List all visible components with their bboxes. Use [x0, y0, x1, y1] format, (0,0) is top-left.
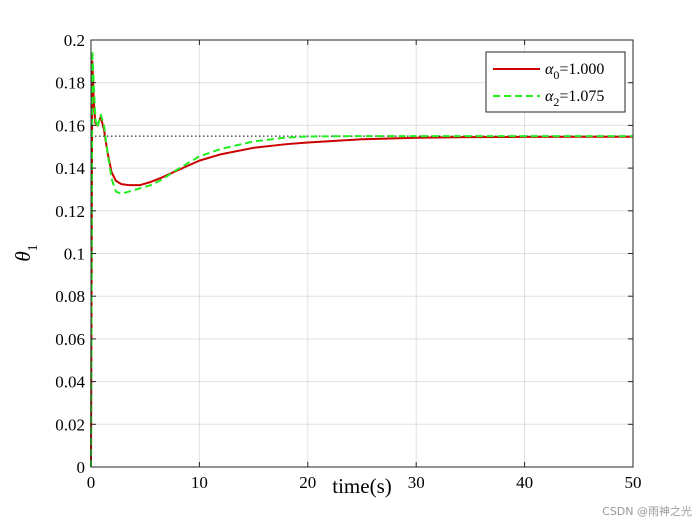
y-tick-label: 0.04 [55, 373, 85, 392]
legend-series-1-subscript: 2 [553, 95, 559, 109]
x-tick-label: 40 [516, 473, 533, 492]
y-axis-label-subscript: 1 [26, 244, 41, 251]
y-tick-label: 0.16 [55, 116, 85, 135]
legend: α0=1.000 α2=1.075 [485, 51, 626, 113]
y-tick-label: 0.02 [55, 415, 85, 434]
x-axis-label: time(s) [332, 474, 391, 498]
watermark: CSDN @雨神之光 [602, 505, 692, 518]
x-tick-label: 20 [299, 473, 316, 492]
y-tick-label: 0.06 [55, 330, 85, 349]
y-tick-label: 0.2 [64, 31, 85, 50]
y-tick-label: 0.14 [55, 159, 85, 178]
legend-series-1-symbol: α [545, 88, 554, 105]
legend-series-1-value: =1.075 [559, 88, 604, 105]
legend-box [485, 51, 626, 113]
tick-labels: 0 10 20 30 40 5000.020.040.060.080.10.120.140… [55, 31, 641, 492]
y-tick-label: 0.12 [55, 202, 85, 221]
legend-series-0-subscript: 0 [553, 68, 559, 82]
legend-label-series-0: α0=1.000 [545, 61, 604, 82]
y-tick-label: 0.08 [55, 287, 85, 306]
legend-series-0-symbol: α [545, 61, 554, 78]
y-tick-label: 0.1 [64, 245, 85, 264]
grid [90, 39, 634, 468]
x-tick-label: 30 [408, 473, 425, 492]
x-tick-label: 0 [87, 473, 96, 492]
series-line-1 [90, 49, 633, 468]
y-axis-label: θ1 [11, 244, 41, 261]
ticks [90, 39, 634, 468]
y-axis-label-symbol: θ [11, 251, 35, 261]
legend-series-0-value: =1.000 [559, 61, 604, 78]
y-tick-label: 0 [77, 458, 86, 477]
legend-label-series-1: α2=1.075 [545, 88, 604, 109]
series-group [90, 49, 633, 468]
x-tick-label: 50 [625, 473, 642, 492]
x-tick-label: 10 [191, 473, 208, 492]
y-tick-label: 0.18 [55, 74, 85, 93]
